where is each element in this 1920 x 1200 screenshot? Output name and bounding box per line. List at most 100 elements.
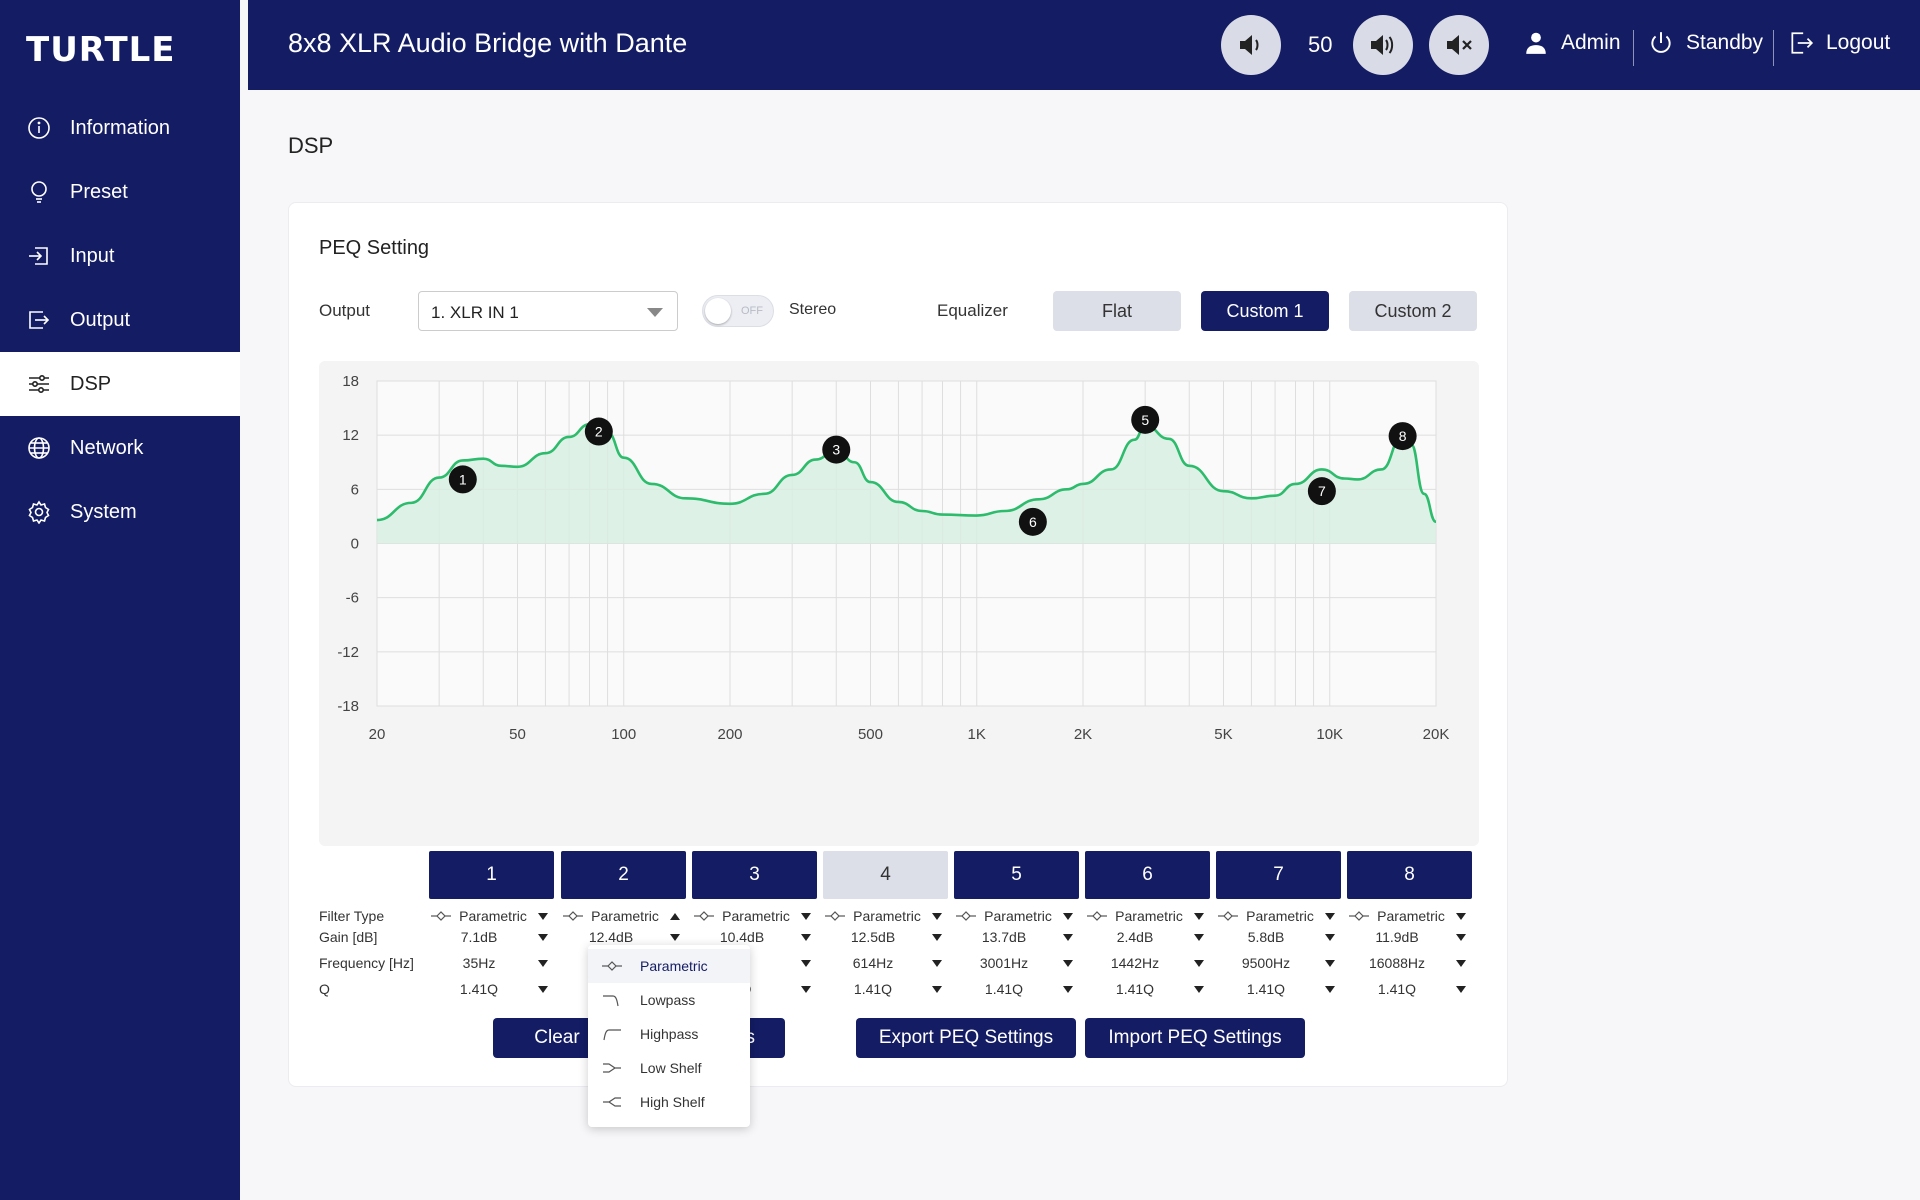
band-4-filter-type-select[interactable]: Parametric [823,908,948,926]
user-icon [1526,32,1546,54]
user-menu[interactable]: Admin [1523,30,1621,56]
band-5-gain-select[interactable]: 13.7dB [954,929,1079,947]
chevron-down-icon [1194,913,1204,920]
option-parametric[interactable]: Parametric [588,949,750,983]
band-point-label: 3 [832,442,840,458]
band-5-freq-select[interactable]: 3001Hz [954,955,1079,973]
volume-up-button[interactable] [1353,15,1413,75]
band-5-q-select[interactable]: 1.41Q [954,981,1079,999]
band-6-freq-select[interactable]: 1442Hz [1085,955,1210,973]
chevron-down-icon [932,960,942,967]
output-value: 1. XLR IN 1 [431,303,519,322]
power-icon [1651,32,1671,53]
band-3-filter-type-select[interactable]: Parametric [692,908,817,926]
chevron-down-icon [538,934,548,941]
stereo-toggle[interactable]: OFF [702,295,774,327]
band-1-q-select[interactable]: 1.41Q [429,981,554,999]
band-point-1[interactable] [448,465,477,494]
chevron-down-icon [801,913,811,920]
band-point-2[interactable] [584,417,613,446]
band-7-freq-select[interactable]: 9500Hz [1216,955,1341,973]
band-2-filter-type-select[interactable]: Parametric [561,908,686,926]
band-4-freq-select[interactable]: 614Hz [823,955,948,973]
band-7-filter-type-select[interactable]: Parametric [1216,908,1341,926]
band-point-7[interactable] [1307,477,1336,506]
band-4-gain-select[interactable]: 12.5dB [823,929,948,947]
chevron-down-icon [670,934,680,941]
toggle-state: OFF [741,305,763,317]
logout-label: Logout [1826,31,1891,54]
band-tab-5[interactable]: 5 [954,851,1079,899]
logout-button[interactable]: Logout [1788,30,1890,56]
export-peq-button[interactable]: Export PEQ Settings [856,1018,1076,1058]
band-value: 5.8dB [1247,929,1285,945]
highpass-icon [603,1029,621,1041]
band-tab-2[interactable]: 2 [561,851,686,899]
band-5-filter-type-select[interactable]: Parametric [954,908,1079,926]
band-1-freq-select[interactable]: 35Hz [429,955,554,973]
mute-icon [1447,35,1472,55]
band-6-q-select[interactable]: 1.41Q [1085,981,1210,999]
x-tick-label: 500 [858,726,883,743]
preset-flat-button[interactable]: Flat [1053,291,1181,331]
low-shelf-icon [603,1063,621,1073]
band-tab-7[interactable]: 7 [1216,851,1341,899]
band-3-gain-select[interactable]: 10.4dB [692,929,817,947]
band-point-3[interactable] [822,435,851,464]
sidebar-item-preset[interactable]: Preset [0,160,240,224]
band-tab-8[interactable]: 8 [1347,851,1472,899]
option-highpass[interactable]: Highpass [588,1017,750,1051]
band-value: 614Hz [852,955,894,971]
output-label: Output [319,301,371,320]
option-low-shelf[interactable]: Low Shelf [588,1051,750,1085]
band-point-label: 5 [1141,412,1149,428]
sidebar-item-system[interactable]: System [0,480,240,544]
preset-custom1-button[interactable]: Custom 1 [1201,291,1329,331]
x-tick-label: 1K [968,726,986,743]
band-6-gain-select[interactable]: 2.4dB [1085,929,1210,947]
band-6-filter-type-select[interactable]: Parametric [1085,908,1210,926]
option-label: Parametric [640,958,708,974]
band-1-gain-select[interactable]: 7.1dB [429,929,554,947]
band-tab-3[interactable]: 3 [692,851,817,899]
volume-down-button[interactable] [1221,15,1281,75]
chevron-down-icon [932,934,942,941]
chevron-down-icon [932,913,942,920]
chevron-down-icon [1456,934,1466,941]
band-7-q-select[interactable]: 1.41Q [1216,981,1341,999]
band-2-gain-select[interactable]: 12.4dB [561,929,686,947]
sidebar-item-information[interactable]: Information [0,96,240,160]
standby-button[interactable]: Standby [1648,30,1763,56]
band-8-q-select[interactable]: 1.41Q [1347,981,1472,999]
input-icon [26,243,52,269]
band-8-gain-select[interactable]: 11.9dB [1347,929,1472,947]
sidebar-item-network[interactable]: Network [0,416,240,480]
output-select[interactable]: 1. XLR IN 1 [418,291,678,331]
header-divider [1773,30,1774,66]
band-value: Parametric [1246,908,1314,924]
mute-button[interactable] [1429,15,1489,75]
y-tick-label: -12 [337,644,359,661]
brand-logo: TURTLE [26,30,176,70]
option-high-shelf[interactable]: High Shelf [588,1085,750,1119]
band-8-freq-select[interactable]: 16088Hz [1347,955,1472,973]
band-tab-1[interactable]: 1 [429,851,554,899]
preset-custom2-button[interactable]: Custom 2 [1349,291,1477,331]
band-point-8[interactable] [1388,422,1417,451]
sidebar-item-output[interactable]: Output [0,288,240,352]
band-8-filter-type-select[interactable]: Parametric [1347,908,1472,926]
sidebar-item-label: Preset [70,180,128,203]
band-tab-4[interactable]: 4 [823,851,948,899]
band-point-5[interactable] [1131,405,1160,434]
parametric-icon [825,911,845,921]
sidebar-item-dsp[interactable]: DSP [0,352,240,416]
band-point-6[interactable] [1018,507,1047,536]
band-7-gain-select[interactable]: 5.8dB [1216,929,1341,947]
option-lowpass[interactable]: Lowpass [588,983,750,1017]
band-tab-6[interactable]: 6 [1085,851,1210,899]
import-peq-button[interactable]: Import PEQ Settings [1085,1018,1305,1058]
band-4-q-select[interactable]: 1.41Q [823,981,948,999]
band-1-filter-type-select[interactable]: Parametric [429,908,554,926]
sidebar-item-input[interactable]: Input [0,224,240,288]
